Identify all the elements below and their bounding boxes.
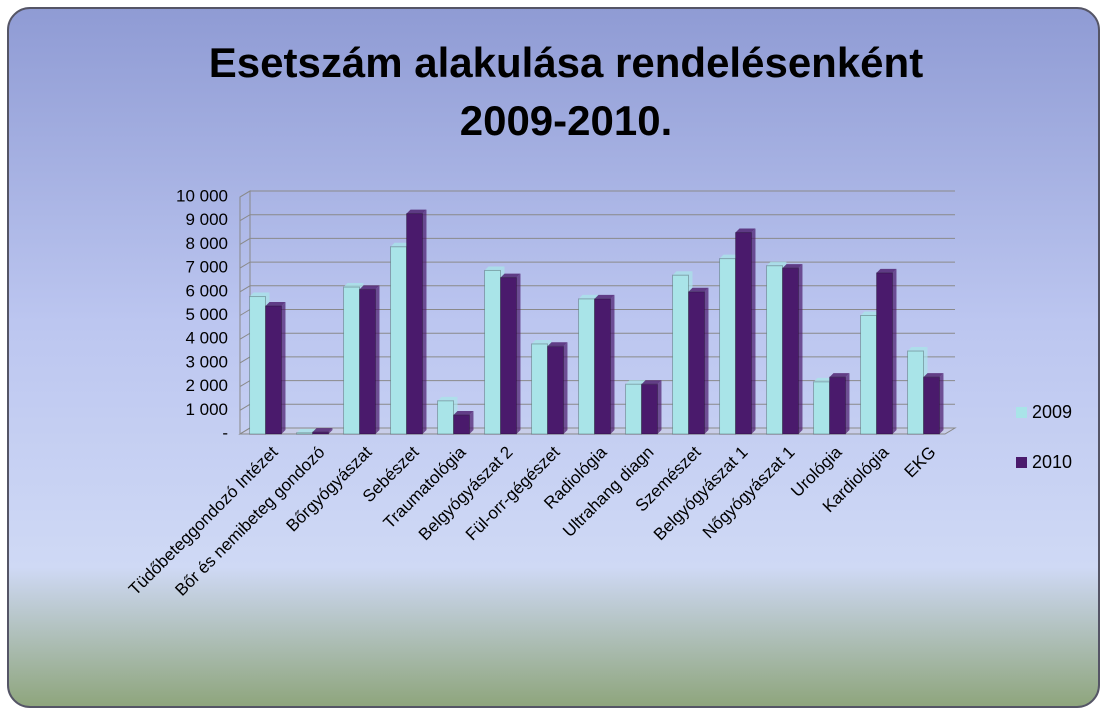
- y-tick-label: 9 000: [185, 210, 228, 229]
- bar: [547, 342, 568, 435]
- y-tick-label: 6 000: [185, 281, 228, 300]
- bar: [735, 228, 756, 435]
- bar: [876, 268, 897, 435]
- bar: [641, 380, 662, 435]
- legend-swatch: [1016, 457, 1027, 468]
- y-tick-label: 5 000: [185, 305, 228, 324]
- bar: [453, 411, 474, 435]
- y-tick-label: 4 000: [185, 329, 228, 348]
- bar: [594, 294, 615, 435]
- bar: [829, 373, 850, 435]
- y-tick-label: 3 000: [185, 352, 228, 371]
- legend-swatch: [1016, 407, 1027, 418]
- y-tick-label: 10 000: [176, 186, 228, 205]
- bar: [500, 273, 521, 435]
- y-tick-label: -: [222, 423, 228, 442]
- bar: [923, 373, 944, 435]
- grid-line: [239, 214, 955, 222]
- grid-line: [239, 190, 955, 198]
- y-tick-label: 1 000: [185, 400, 228, 419]
- y-tick-label: 8 000: [185, 234, 228, 253]
- legend-label: 2009: [1032, 402, 1072, 422]
- bar: [359, 285, 380, 435]
- legend-label: 2010: [1032, 452, 1072, 472]
- bar: [782, 264, 803, 435]
- bar: [312, 428, 333, 435]
- chart-title: Esetszám alakulása rendelésenként: [209, 39, 923, 86]
- bar: [688, 287, 709, 435]
- chart-title: 2009-2010.: [460, 97, 673, 144]
- y-tick-label: 2 000: [185, 376, 228, 395]
- bar: [406, 209, 427, 435]
- grid-line: [239, 237, 955, 245]
- bar: [265, 302, 286, 435]
- y-tick-label: 7 000: [185, 258, 228, 277]
